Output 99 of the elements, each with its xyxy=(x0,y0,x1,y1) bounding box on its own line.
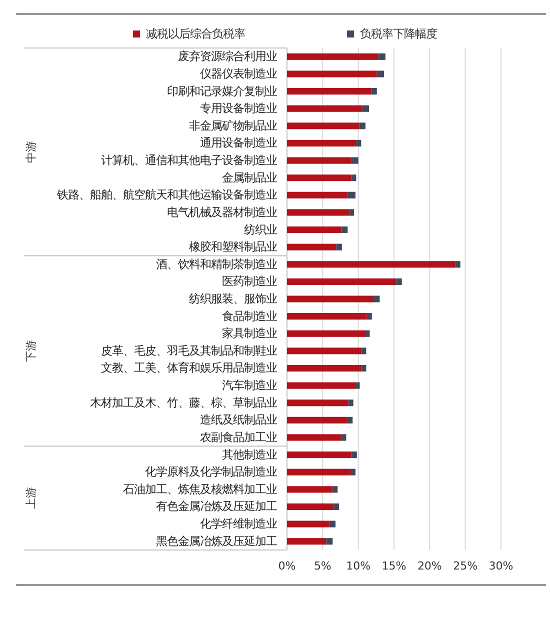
bar xyxy=(350,468,356,476)
x-tick-label: 25% xyxy=(453,560,478,572)
y-tick-label: 黑色金属冶炼及压延加工 xyxy=(156,534,277,548)
y-tick-label: 木材加工及木、竹、藤、棕、草制品业 xyxy=(90,396,277,410)
y-tick-label: 食品制造业 xyxy=(222,310,277,323)
bar xyxy=(287,209,350,216)
bar xyxy=(365,330,370,337)
bar xyxy=(361,348,366,354)
y-tick-label: 铁路、船舶、航空航天和其他运输设备制造业 xyxy=(56,188,277,202)
bar xyxy=(287,157,352,164)
bar xyxy=(287,503,334,510)
bar xyxy=(287,400,348,406)
y-tick-label: 计算机、通信和其他电子设备制造业 xyxy=(101,154,277,168)
bar xyxy=(287,226,342,234)
bar xyxy=(287,174,352,182)
text: 下游 xyxy=(24,340,38,362)
bar xyxy=(396,278,402,285)
bar xyxy=(287,416,347,424)
y-tick-label: 医药制造业 xyxy=(222,275,277,288)
x-tick-label: 10% xyxy=(346,560,371,572)
x-tick-label: 20% xyxy=(417,560,442,572)
bar xyxy=(287,468,350,476)
y-tick-label: 农副食品加工业 xyxy=(200,430,277,444)
bar xyxy=(287,261,456,268)
y-tick-label: 橡胶和塑料制品业 xyxy=(189,240,277,254)
text: 上游 xyxy=(24,487,38,510)
bar xyxy=(287,53,378,60)
bar xyxy=(376,70,384,78)
bar xyxy=(360,122,366,130)
bar xyxy=(287,244,336,250)
y-tick-label: 纺织服装、服饰业 xyxy=(189,292,277,306)
bar xyxy=(349,209,354,216)
y-tick-label: 纺织业 xyxy=(244,223,277,236)
bar xyxy=(355,140,362,146)
bar xyxy=(287,330,366,337)
y-tick-label: 仪器仪表制造业 xyxy=(200,67,277,80)
x-tick-label: 30% xyxy=(488,560,514,572)
bar xyxy=(287,88,372,95)
bar xyxy=(378,53,386,60)
y-tick-label: 化学纤维制造业 xyxy=(200,518,277,531)
bar xyxy=(287,520,330,528)
bar xyxy=(287,452,352,458)
bar xyxy=(287,364,362,372)
bar xyxy=(366,313,372,320)
y-tick-label: 废弃资源综合利用业 xyxy=(178,50,277,64)
y-tick-label: 有色金属冶炼及压延加工 xyxy=(156,500,277,514)
bar xyxy=(455,261,460,268)
x-tick-label: 0% xyxy=(278,560,296,572)
bar xyxy=(351,452,357,458)
bar xyxy=(336,244,342,250)
text: 中游 xyxy=(24,140,38,163)
bar xyxy=(332,486,338,493)
bar xyxy=(287,140,356,146)
y-tick-label: 专用设备制造业 xyxy=(200,102,277,116)
bar xyxy=(287,538,326,545)
bar xyxy=(348,400,354,406)
bar xyxy=(355,382,360,389)
bar xyxy=(341,226,348,234)
y-tick-label: 酒、饮料和精制茶制造业 xyxy=(156,258,277,271)
y-tick-label: 其他制造业 xyxy=(222,448,277,462)
bar xyxy=(330,520,336,528)
bar xyxy=(374,296,380,302)
bar xyxy=(342,434,346,441)
y-tick-label: 造纸及纸制品业 xyxy=(200,414,277,427)
y-tick-label: 金属制品业 xyxy=(222,171,277,184)
bar xyxy=(287,70,377,78)
bar xyxy=(352,157,358,164)
bar xyxy=(333,503,340,510)
y-tick-label: 石油加工、炼焦及核燃料加工业 xyxy=(123,482,277,496)
y-tick-label: 文教、工美、体育和娱乐用品制造业 xyxy=(101,362,277,375)
bar xyxy=(287,486,333,493)
bar xyxy=(371,88,377,95)
bar xyxy=(287,434,342,441)
y-tick-label: 汽车制造业 xyxy=(222,379,277,392)
y-tick-label: 通用设备制造业 xyxy=(200,136,277,150)
bar xyxy=(287,105,363,112)
bar xyxy=(287,382,356,389)
bar xyxy=(346,416,353,424)
x-tick-label: 5% xyxy=(314,560,332,572)
bar xyxy=(287,192,348,198)
y-tick-label: 印刷和记录媒介复制业 xyxy=(167,84,277,98)
y-tick-label: 家具制造业 xyxy=(222,327,277,340)
bar xyxy=(326,538,333,545)
legend-label: 减税以后综合负税率 xyxy=(146,28,245,40)
bar xyxy=(287,313,367,320)
bar xyxy=(362,105,370,112)
y-tick-label: 电气机械及器材制造业 xyxy=(167,206,277,219)
x-tick-label: 15% xyxy=(382,560,406,572)
bar xyxy=(287,122,360,130)
y-tick-label: 皮革、毛皮、羽毛及其制品和制鞋业 xyxy=(101,344,277,358)
bar xyxy=(287,278,396,285)
bar xyxy=(361,364,366,372)
bar xyxy=(287,296,374,302)
y-tick-label: 非金属矿物制品业 xyxy=(189,119,277,132)
y-tick-label: 化学原料及化学制品制造业 xyxy=(145,466,277,479)
bar xyxy=(287,348,362,354)
bar xyxy=(351,174,356,182)
legend-label: 负税率下降幅度 xyxy=(360,28,437,40)
bar xyxy=(348,192,356,198)
